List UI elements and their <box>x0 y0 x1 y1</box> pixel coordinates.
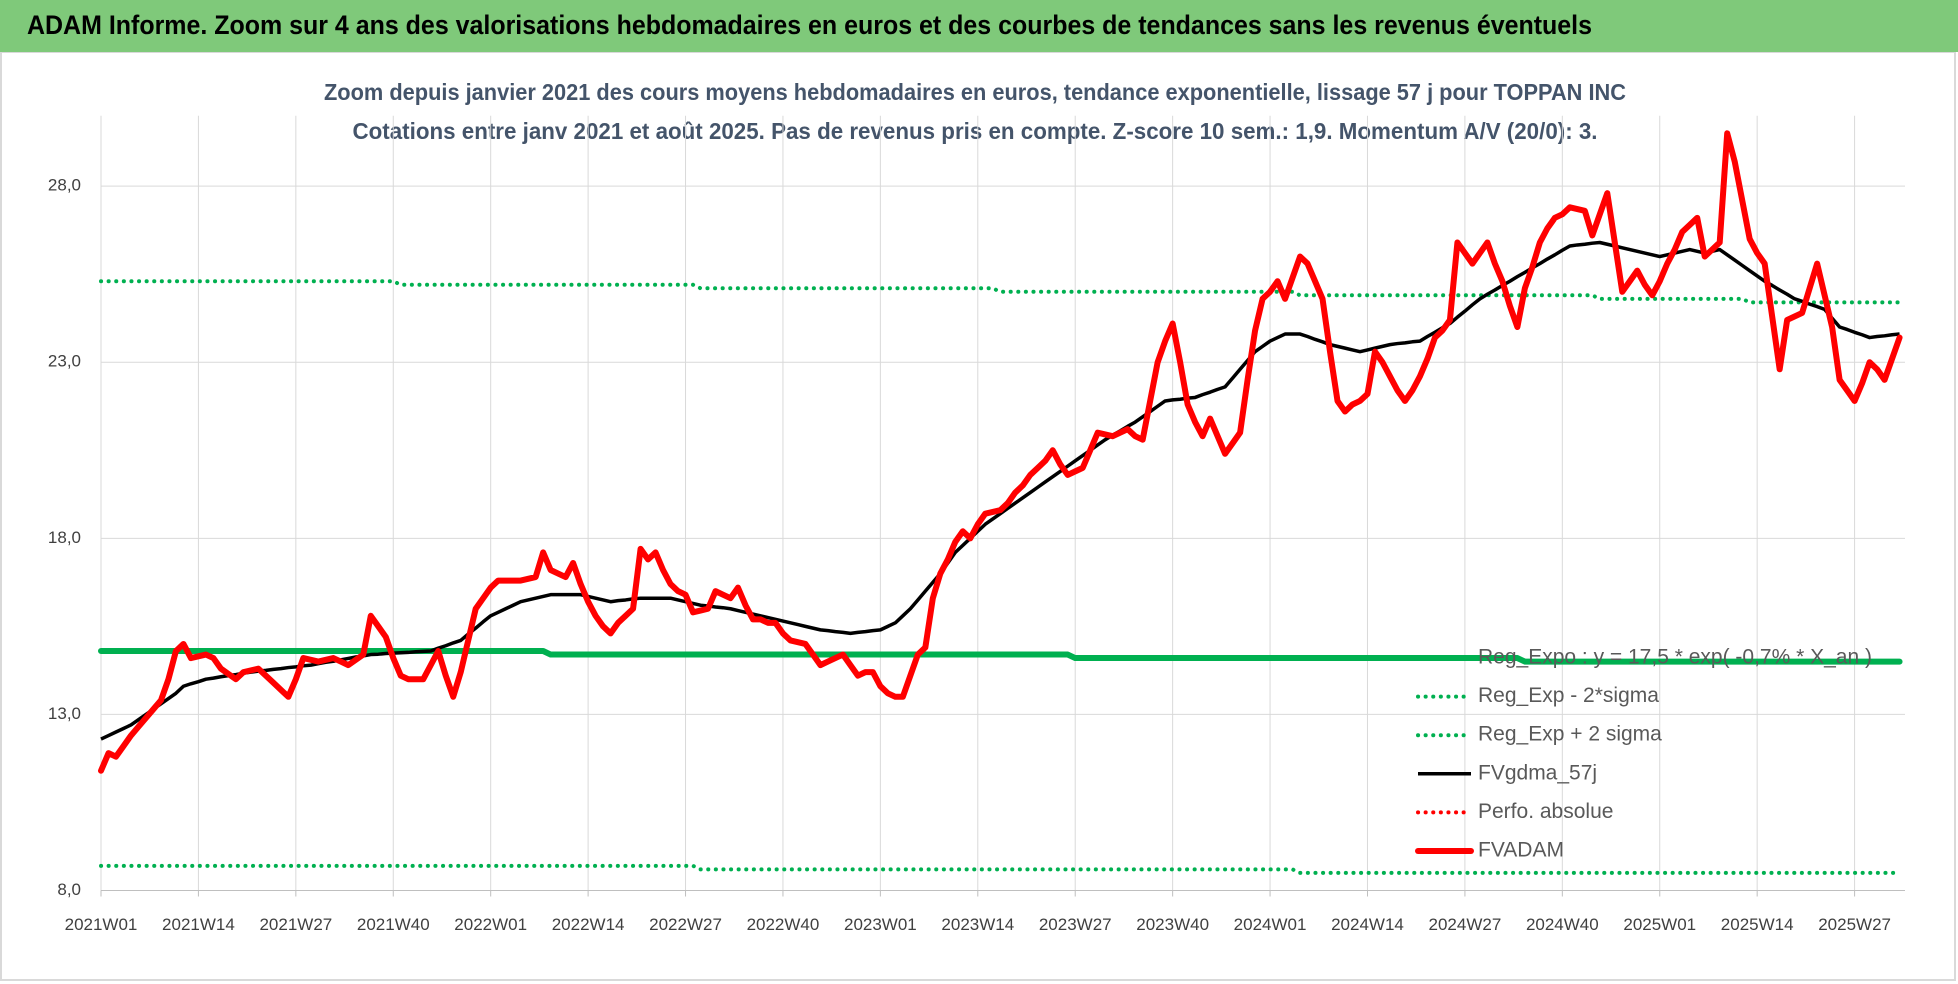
legend: Reg_Expo : y = 17,5 * exp( -0,7% * X_an … <box>1415 646 1872 862</box>
x-tick-label: 2021W27 <box>259 915 332 934</box>
chart-title: Zoom depuis janvier 2021 des cours moyen… <box>324 79 1626 105</box>
series-line <box>98 648 1903 665</box>
header-title: ADAM Informe. Zoom sur 4 ans des valoris… <box>27 10 1592 40</box>
y-tick-label: 28,0 <box>48 176 81 195</box>
y-tick-label: 8,0 <box>57 880 81 899</box>
x-tick-label: 2022W40 <box>747 915 820 934</box>
x-tick-label: 2021W01 <box>65 915 138 934</box>
x-tick-label: 2021W14 <box>162 915 235 934</box>
x-tick-label: 2025W01 <box>1623 915 1696 934</box>
x-tick-label: 2024W01 <box>1234 915 1307 934</box>
legend-label: Reg_Exp + 2 sigma <box>1478 723 1662 746</box>
x-tick-label: 2024W14 <box>1331 915 1404 934</box>
y-tick-label: 18,0 <box>48 528 81 547</box>
legend-label: Reg_Expo : y = 17,5 * exp( -0,7% * X_an … <box>1478 646 1872 669</box>
x-tick-label: 2023W01 <box>844 915 917 934</box>
y-tick-label: 23,0 <box>48 352 81 371</box>
legend-label: Reg_Exp - 2*sigma <box>1478 684 1659 707</box>
series-line <box>98 130 1903 774</box>
x-tick-label: 2025W14 <box>1721 915 1794 934</box>
chart-subtitle: Cotations entre janv 2021 et août 2025. … <box>353 118 1598 144</box>
x-tick-label: 2023W14 <box>941 915 1014 934</box>
x-tick-label: 2022W01 <box>454 915 527 934</box>
legend-label: FVADAM <box>1478 839 1564 862</box>
x-tick-label: 2023W27 <box>1039 915 1112 934</box>
x-tick-label: 2021W40 <box>357 915 430 934</box>
legend-label: FVgdma_57j <box>1478 761 1597 784</box>
x-tick-label: 2023W40 <box>1136 915 1209 934</box>
y-tick-label: 13,0 <box>48 704 81 723</box>
x-tick-label: 2024W40 <box>1526 915 1599 934</box>
x-tick-label: 2022W14 <box>552 915 625 934</box>
plot-area: 8,0 13,0 18,0 23,0 28,0 2021W01 2021W14 2021W27… <box>48 115 1905 934</box>
legend-label: Perfo. absolue <box>1478 800 1613 823</box>
series-line <box>100 240 1900 741</box>
x-tick-label: 2022W27 <box>649 915 722 934</box>
x-tick-label: 2025W27 <box>1818 915 1891 934</box>
header-band <box>0 0 1958 52</box>
x-tick-label: 2024W27 <box>1429 915 1502 934</box>
